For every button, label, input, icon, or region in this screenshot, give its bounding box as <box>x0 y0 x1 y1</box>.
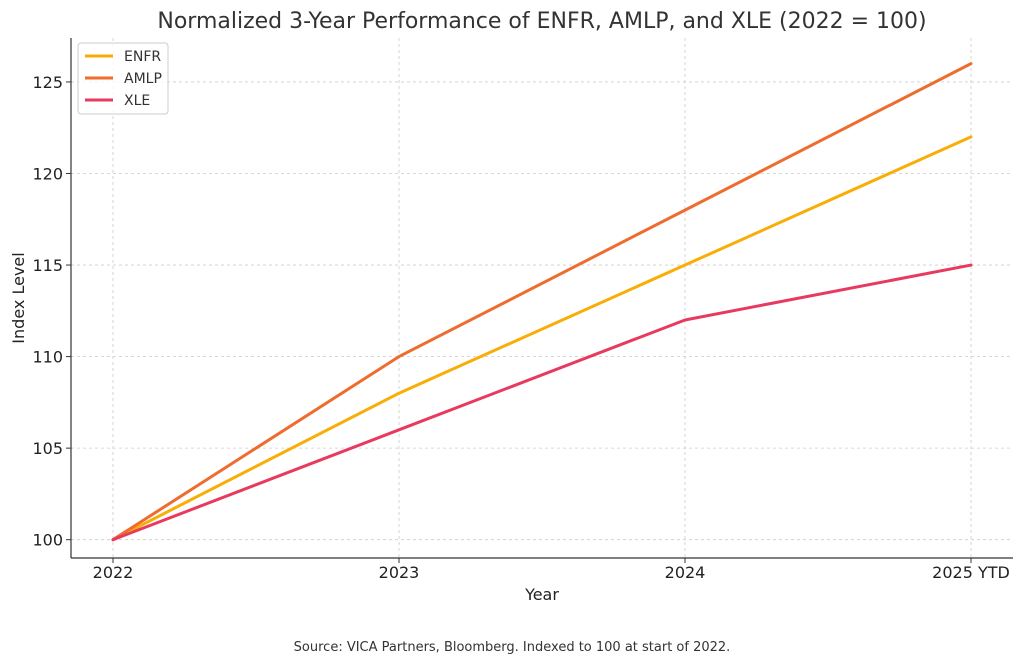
x-axis-label: Year <box>524 585 559 604</box>
y-tick-label: 105 <box>32 439 63 458</box>
series-lines <box>111 62 973 542</box>
legend: ENFR AMLP XLE <box>77 42 169 115</box>
series-line-enfr <box>111 135 973 542</box>
legend-box <box>77 42 169 115</box>
y-ticks: 100 105 110 115 120 125 <box>32 73 71 550</box>
x-tick-label: 2025 YTD <box>932 563 1010 582</box>
series-line-xle <box>111 263 973 542</box>
x-tick-label: 2024 <box>665 563 706 582</box>
y-axis-label: Index Level <box>9 252 28 343</box>
x-ticks: 2022 2023 2024 2025 YTD <box>93 558 1010 582</box>
chart-title: Normalized 3-Year Performance of ENFR, A… <box>157 9 926 34</box>
axes <box>70 38 1013 559</box>
legend-label-enfr: ENFR <box>124 49 161 65</box>
source-note: Source: VICA Partners, Bloomberg. Indexe… <box>294 640 731 655</box>
series-line-amlp <box>111 62 973 542</box>
grid-lines <box>71 38 1013 558</box>
y-tick-label: 125 <box>32 73 63 92</box>
legend-label-amlp: AMLP <box>124 71 162 87</box>
y-tick-label: 115 <box>32 256 63 275</box>
y-tick-label: 100 <box>32 531 63 550</box>
y-tick-label: 120 <box>32 164 63 183</box>
y-tick-label: 110 <box>32 348 63 367</box>
x-tick-label: 2022 <box>93 563 134 582</box>
legend-label-xle: XLE <box>124 93 150 109</box>
x-tick-label: 2023 <box>379 563 420 582</box>
